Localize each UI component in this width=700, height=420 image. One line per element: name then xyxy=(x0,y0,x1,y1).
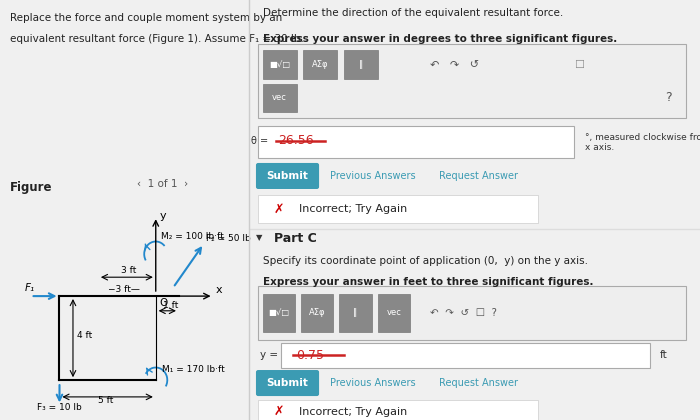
Text: ■√□: ■√□ xyxy=(269,60,290,69)
Text: Part C: Part C xyxy=(274,232,316,245)
Text: O: O xyxy=(160,297,168,307)
Text: 0.75: 0.75 xyxy=(297,349,325,362)
Text: Submit: Submit xyxy=(267,378,309,388)
Text: °, measured clockwise from the positive: °, measured clockwise from the positive xyxy=(585,133,700,142)
FancyBboxPatch shape xyxy=(258,286,687,340)
Text: equivalent resultant force (Figure 1). Assume F₁ = 30 lb.: equivalent resultant force (Figure 1). A… xyxy=(10,34,304,44)
FancyBboxPatch shape xyxy=(262,294,295,332)
Text: 26.56: 26.56 xyxy=(279,134,314,147)
Text: ‖: ‖ xyxy=(358,60,363,69)
Text: ‖: ‖ xyxy=(354,308,358,318)
FancyBboxPatch shape xyxy=(256,370,319,396)
Text: Determine the direction of the equivalent resultant force.: Determine the direction of the equivalen… xyxy=(262,8,563,18)
Text: Incorrect; Try Again: Incorrect; Try Again xyxy=(299,204,407,214)
Text: ☐: ☐ xyxy=(574,60,584,70)
Text: 1 ft: 1 ft xyxy=(163,301,179,310)
Text: θ =: θ = xyxy=(251,136,269,146)
Text: Express your answer in degrees to three significant figures.: Express your answer in degrees to three … xyxy=(262,34,617,44)
FancyBboxPatch shape xyxy=(258,126,574,158)
Text: Incorrect; Try Again: Incorrect; Try Again xyxy=(299,407,407,417)
FancyBboxPatch shape xyxy=(258,44,687,118)
Text: ?: ? xyxy=(665,91,672,103)
FancyBboxPatch shape xyxy=(262,84,297,112)
FancyBboxPatch shape xyxy=(301,294,333,332)
Text: ✗: ✗ xyxy=(274,203,284,215)
Text: F₂ = 50 lb: F₂ = 50 lb xyxy=(206,234,251,244)
Text: F₃ = 10 lb: F₃ = 10 lb xyxy=(37,402,82,412)
Text: M₁ = 170 lb·ft: M₁ = 170 lb·ft xyxy=(162,365,225,374)
Text: ✗: ✗ xyxy=(274,405,284,418)
FancyBboxPatch shape xyxy=(281,343,650,368)
Text: Request Answer: Request Answer xyxy=(438,171,517,181)
FancyBboxPatch shape xyxy=(344,50,378,79)
FancyBboxPatch shape xyxy=(256,163,319,189)
Text: ■√□: ■√□ xyxy=(268,308,290,318)
Text: Figure: Figure xyxy=(10,181,52,194)
FancyBboxPatch shape xyxy=(303,50,337,79)
Text: Previous Answers: Previous Answers xyxy=(330,171,416,181)
Text: 3 ft: 3 ft xyxy=(121,266,136,275)
Text: ↶   ↷   ↺: ↶ ↷ ↺ xyxy=(430,60,479,70)
Text: Specify its coordinate point of application (0,  y) on the y axis.: Specify its coordinate point of applicat… xyxy=(262,256,588,266)
Text: AΣφ: AΣφ xyxy=(312,60,328,69)
FancyBboxPatch shape xyxy=(378,294,410,332)
FancyBboxPatch shape xyxy=(340,294,372,332)
Text: y: y xyxy=(160,211,166,221)
Text: AΣφ: AΣφ xyxy=(309,308,326,318)
Text: F₁: F₁ xyxy=(25,283,35,293)
FancyBboxPatch shape xyxy=(262,50,297,79)
Text: 4 ft: 4 ft xyxy=(77,331,92,340)
Text: vec: vec xyxy=(386,308,401,318)
FancyBboxPatch shape xyxy=(258,400,538,420)
Text: Replace the force and couple moment system by an: Replace the force and couple moment syst… xyxy=(10,13,282,23)
Text: 5 ft: 5 ft xyxy=(98,396,113,405)
Text: −3 ft—: −3 ft— xyxy=(108,285,139,294)
Text: Request Answer: Request Answer xyxy=(438,378,517,388)
Text: ↶  ↷  ↺  ☐  ?: ↶ ↷ ↺ ☐ ? xyxy=(430,308,496,318)
Text: x: x xyxy=(216,285,222,295)
Text: ‹  1 of 1  ›: ‹ 1 of 1 › xyxy=(136,178,188,189)
Text: vec: vec xyxy=(272,93,287,102)
Text: Submit: Submit xyxy=(267,171,309,181)
Text: Previous Answers: Previous Answers xyxy=(330,378,416,388)
Text: Express your answer in feet to three significant figures.: Express your answer in feet to three sig… xyxy=(262,277,593,287)
Text: x axis.: x axis. xyxy=(585,143,615,152)
FancyBboxPatch shape xyxy=(258,195,538,223)
Text: M₂ = 100 lb·ft: M₂ = 100 lb·ft xyxy=(160,232,223,241)
Text: ▼: ▼ xyxy=(256,233,262,242)
Text: y =: y = xyxy=(260,350,279,360)
Text: ft: ft xyxy=(659,350,667,360)
